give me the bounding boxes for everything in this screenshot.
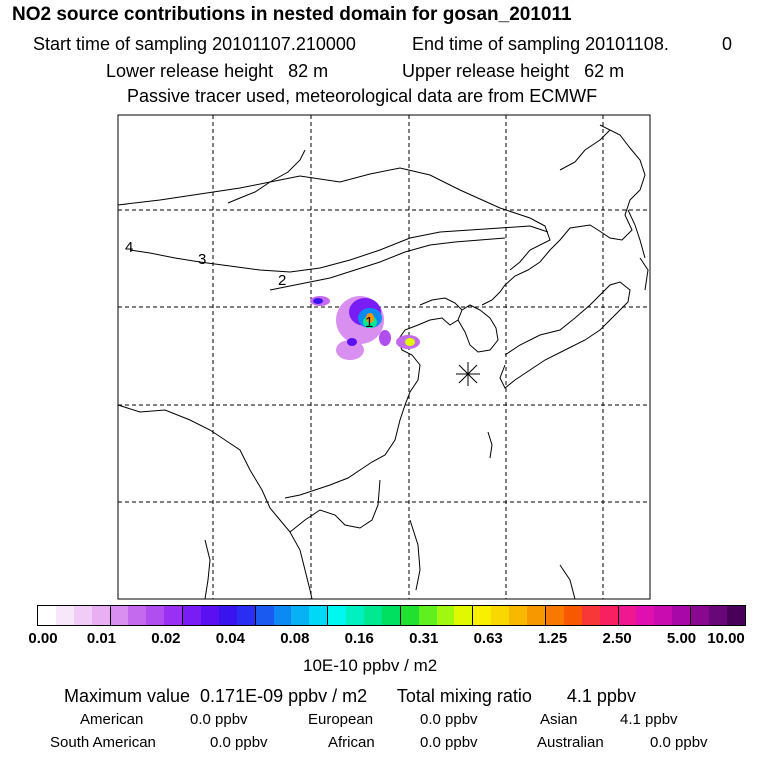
region-australian-label: Australian [537,734,604,751]
colorbar-tick-label: 0.31 [409,630,439,647]
colorbar-tick-label: 0.04 [215,630,245,647]
colorbar-unit: 10E-10 ppbv / m2 [303,656,438,675]
region-american-value: 0.0 ppbv [190,711,248,728]
contour-label-1: 1 [365,314,373,331]
colorbar-swatch [527,606,546,625]
colorbar-swatch [636,606,655,625]
region-australian-value: 0.0 ppbv [650,734,708,751]
region-african-label: African [328,734,375,751]
colorbar-swatch [599,606,619,625]
colorbar-swatch [491,606,510,625]
contour-label-2: 2 [278,272,286,289]
end-time-label: End time of sampling 20101108. [412,34,669,54]
colorbar-swatch [55,606,74,625]
colorbar-swatch [309,606,329,625]
colorbar-swatch [581,606,600,625]
colorbar-tick-label: 0.08 [280,630,310,647]
colorbar-swatch [183,606,202,625]
colorbar-swatch [201,606,219,625]
coastlines [118,124,649,599]
tracer-note: Passive tracer used, meteorological data… [127,86,598,106]
colorbar-tick-label: 10.00 [707,630,745,647]
colorbar-tick-label: 0.02 [151,630,181,647]
region-asian-label: Asian [540,711,578,728]
colorbar-swatch [236,606,256,625]
colorbar-swatch [38,606,56,625]
colorbar-swatch [691,606,709,625]
colorbar-tick-label: 2.50 [602,630,632,647]
colorbar-swatch [454,606,474,625]
colorbar-swatch [73,606,92,625]
colorbar-swatch [346,606,365,625]
asterisk-icon [456,362,480,386]
region-south-american-value: 0.0 ppbv [210,734,268,751]
colorbar-swatch [291,606,310,625]
colorbar-swatch [545,606,564,625]
colorbar-swatch [273,606,292,625]
colorbar-swatch [328,606,347,625]
colorbar-tick-label: 1.25 [538,630,568,647]
lower-release-height: Lower release height 82 m [106,61,329,81]
colorbar-swatch [672,606,692,625]
figure-title: NO2 source contributions in nested domai… [12,4,572,25]
end-time-value: 0 [722,34,733,54]
colorbar-swatch [473,606,492,625]
colorbar-swatch [400,606,419,625]
concentration-plume [310,296,420,360]
contour-label-4: 4 [125,239,133,256]
colorbar [37,605,746,626]
upper-release-height: Upper release height 62 m [402,61,625,81]
colorbar-swatch [418,606,437,625]
colorbar-swatch [654,606,673,625]
colorbar-swatch [91,606,111,625]
max-value-line: Maximum value 0.171E-09 ppbv / m2 Total … [64,686,636,706]
start-time-label: Start time of sampling 20101107.210000 [33,34,356,54]
colorbar-swatch [563,606,582,625]
colorbar-swatch [436,606,455,625]
colorbar-swatch [128,606,147,625]
region-european-label: European [308,711,374,728]
colorbar-tick-label: 0.00 [28,630,58,647]
colorbar-swatch [218,606,237,625]
region-south-american-label: South American [50,734,156,751]
region-asian-value: 4.1 ppbv [620,711,678,728]
colorbar-tick-label: 5.00 [666,630,697,647]
map-frame [117,114,651,600]
colorbar-swatch [255,606,274,625]
map-gridlines [118,115,650,599]
colorbar-swatch [364,606,382,625]
contour-lines [129,225,549,291]
colorbar-swatch [708,606,727,625]
colorbar-swatch [164,606,184,625]
colorbar-swatch [726,606,745,625]
colorbar-tick-label: 0.01 [86,630,117,647]
region-african-value: 0.0 ppbv [420,734,478,751]
colorbar-swatch [110,606,129,625]
colorbar-swatch [381,606,401,625]
region-european-value: 0.0 ppbv [420,711,478,728]
colorbar-tick-label: 0.63 [473,630,503,647]
region-american-label: American [80,711,144,728]
colorbar-swatch [146,606,165,625]
contour-label-3: 3 [198,251,206,268]
colorbar-tick-label: 0.16 [344,630,374,647]
colorbar-swatch [618,606,637,625]
colorbar-swatch [509,606,528,625]
